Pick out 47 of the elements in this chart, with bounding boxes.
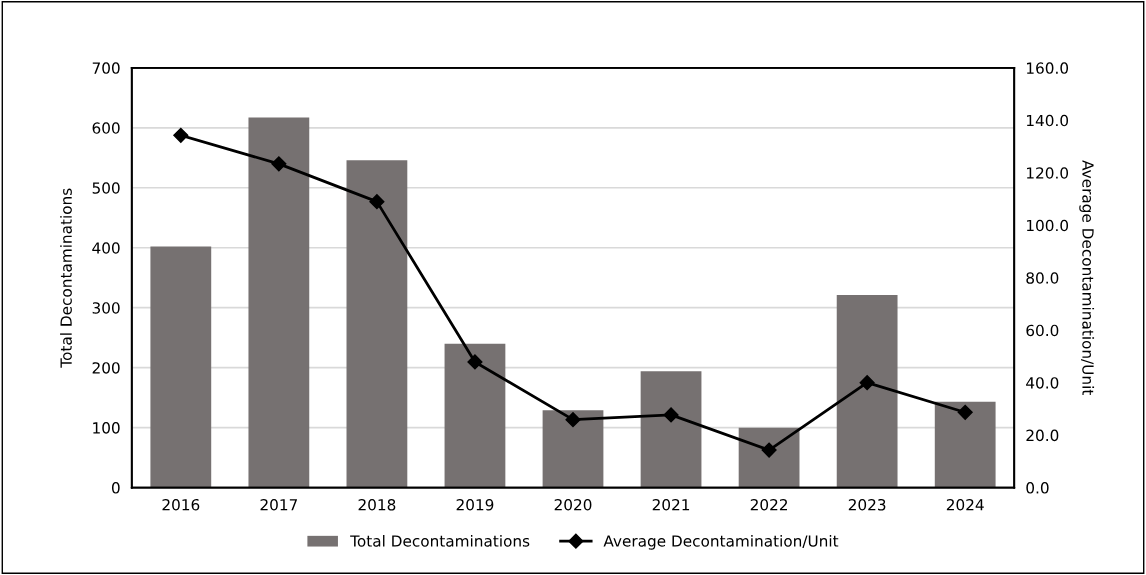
point [467,354,483,370]
x-tick-label: 2016 [162,498,200,511]
x-tick-label: 2022 [750,498,787,511]
point [271,156,287,172]
y-axis-title: Total Decontaminations [60,188,72,368]
x-tick-label: 2024 [946,498,984,511]
y2-tick-label: 40.0 [1026,377,1059,389]
bar [640,371,702,488]
bar [836,295,898,488]
y-tick-label: 0 [111,482,120,494]
legend-label: Total Decontaminations [350,534,530,547]
y-tick-label: 300 [92,302,120,314]
point [173,127,189,143]
x-tick-label: 2020 [554,498,592,511]
y2-tick-label: 20.0 [1026,429,1059,442]
point [859,375,875,391]
y-tick-label: 100 [93,422,120,434]
bar [248,117,310,488]
y2-tick-label: 60.0 [1026,324,1059,337]
point [957,404,973,420]
x-tick-label: 2021 [652,498,690,511]
y-tick-label: 700 [92,62,120,74]
y2-tick-label: 100.0 [1027,219,1069,232]
point [663,407,679,423]
bar [444,343,506,488]
bar [738,427,800,488]
bar [150,246,212,488]
bar [542,410,604,488]
point [369,194,385,210]
y2-tick-label: 160.0 [1027,62,1069,74]
y2-tick-label: 80.0 [1026,272,1059,284]
point [565,412,581,428]
x-tick-label: 2017 [260,498,297,511]
x-tick-label: 2023 [848,498,886,511]
bar [934,401,996,488]
y-tick-label: 200 [92,362,120,374]
y-tick-label: 600 [92,122,120,134]
y-tick-label: 400 [92,242,120,254]
y2-axis-title: Average Decontamination/Unit [1079,160,1095,395]
bar [346,160,408,488]
y2-tick-label: 0.0 [1026,482,1049,494]
x-tick-label: 2018 [358,498,396,511]
y2-tick-label: 140.0 [1027,114,1069,127]
legend-label: Average Decontamination/Unit [603,534,839,550]
x-tick-label: 2019 [456,498,494,511]
y-tick-label: 500 [92,182,120,194]
y2-tick-label: 120.0 [1027,167,1069,179]
